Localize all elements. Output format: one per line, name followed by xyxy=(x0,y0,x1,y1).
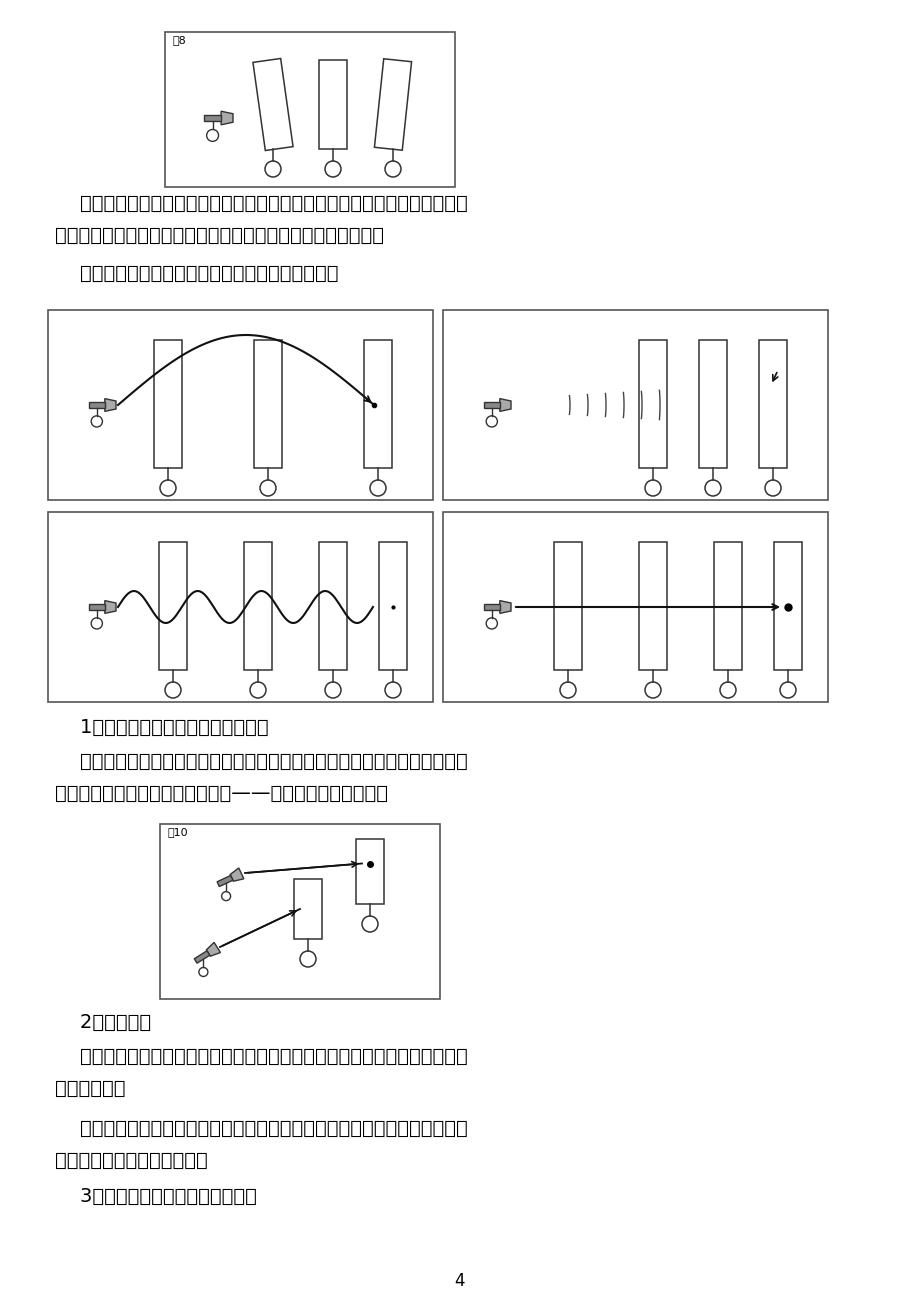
Bar xyxy=(204,115,221,121)
Polygon shape xyxy=(499,398,510,411)
Bar xyxy=(294,879,322,939)
Text: 2、学生质疑: 2、学生质疑 xyxy=(55,1013,151,1032)
Bar xyxy=(639,542,666,671)
Circle shape xyxy=(361,917,378,932)
Bar xyxy=(153,340,182,467)
Circle shape xyxy=(384,161,401,177)
Bar xyxy=(217,875,233,887)
Bar xyxy=(244,542,272,671)
Bar xyxy=(639,340,666,467)
Circle shape xyxy=(265,161,280,177)
Circle shape xyxy=(207,129,219,142)
Circle shape xyxy=(91,618,102,629)
Text: 3、再次进行实验，达成一致认识: 3、再次进行实验，达成一致认识 xyxy=(55,1187,256,1206)
Text: 图8: 图8 xyxy=(173,35,187,46)
Bar xyxy=(483,402,499,408)
Bar xyxy=(159,542,187,671)
Bar xyxy=(254,340,282,467)
Bar xyxy=(773,542,801,671)
Bar xyxy=(165,33,455,187)
Circle shape xyxy=(485,415,497,427)
Circle shape xyxy=(165,682,181,698)
Circle shape xyxy=(260,480,276,496)
Text: 有极少数同学质疑，因为他们的纸屏并没有对齐，白屏也接到了光斑。这是: 有极少数同学质疑，因为他们的纸屏并没有对齐，白屏也接到了光斑。这是 xyxy=(55,1047,467,1066)
Bar xyxy=(374,59,411,150)
Polygon shape xyxy=(221,111,233,125)
Circle shape xyxy=(384,682,401,698)
Circle shape xyxy=(199,967,208,976)
Text: 光才能达到白屏。大部分学生同意——光是沿着直线传播的。: 光才能达到白屏。大部分学生同意——光是沿着直线传播的。 xyxy=(55,784,388,803)
Bar xyxy=(48,310,433,500)
Bar xyxy=(443,512,827,702)
Polygon shape xyxy=(206,943,221,956)
Bar xyxy=(194,950,210,963)
Circle shape xyxy=(720,682,735,698)
Text: 图10: 图10 xyxy=(168,827,188,837)
Bar xyxy=(356,838,383,904)
Circle shape xyxy=(704,480,720,496)
Text: 着摆放的，它们是斜对着的。: 着摆放的，它们是斜对着的。 xyxy=(55,1151,208,1170)
Text: 经过讨论学生同意，如果光是沿着直线传播的，那么三个纸屏必须对齐，光: 经过讨论学生同意，如果光是沿着直线传播的，那么三个纸屏必须对齐，光 xyxy=(55,194,467,214)
Circle shape xyxy=(324,682,341,698)
Bar xyxy=(698,340,726,467)
Text: 才能达到白屏，而如果光以其它三种方式传播，纸屏不必对齐。: 才能达到白屏，而如果光以其它三种方式传播，纸屏不必对齐。 xyxy=(55,227,383,245)
Circle shape xyxy=(644,480,660,496)
Polygon shape xyxy=(105,398,116,411)
Circle shape xyxy=(369,480,386,496)
Polygon shape xyxy=(230,868,244,881)
Circle shape xyxy=(779,682,795,698)
Circle shape xyxy=(91,415,102,427)
Text: 4: 4 xyxy=(454,1272,465,1290)
Circle shape xyxy=(300,950,315,967)
Bar xyxy=(483,604,499,609)
Bar xyxy=(364,340,391,467)
Text: 怎么回事呢？: 怎么回事呢？ xyxy=(55,1079,125,1098)
Text: 请他们展示纸屏的排列方法，其他学生发现他们的纸屏是成一定的方向，斜: 请他们展示纸屏的排列方法，其他学生发现他们的纸屏是成一定的方向，斜 xyxy=(55,1118,467,1138)
Bar xyxy=(553,542,582,671)
Polygon shape xyxy=(105,600,116,613)
Bar xyxy=(379,542,406,671)
Circle shape xyxy=(250,682,266,698)
Text: 学生反复验证，发现只观察到第四种现象，就是必须把纸屏对齐，手电筒的: 学生反复验证，发现只观察到第四种现象，就是必须把纸屏对齐，手电筒的 xyxy=(55,753,467,771)
Circle shape xyxy=(765,480,780,496)
Text: 1、学生实验、观察和得到初步结论: 1、学生实验、观察和得到初步结论 xyxy=(55,717,268,737)
Bar xyxy=(160,824,439,999)
Bar xyxy=(319,60,346,148)
Circle shape xyxy=(644,682,660,698)
Bar xyxy=(758,340,786,467)
Bar xyxy=(713,542,742,671)
Circle shape xyxy=(560,682,575,698)
Circle shape xyxy=(324,161,341,177)
Bar xyxy=(48,512,433,702)
Text: （五）、学生实验、观察、讨论、质疑和得出结论: （五）、学生实验、观察、讨论、质疑和得出结论 xyxy=(55,264,338,283)
Bar xyxy=(253,59,293,151)
Circle shape xyxy=(485,618,497,629)
Bar xyxy=(89,604,105,609)
Bar xyxy=(319,542,346,671)
Bar xyxy=(89,402,105,408)
Circle shape xyxy=(160,480,176,496)
Polygon shape xyxy=(499,600,510,613)
Circle shape xyxy=(221,892,231,901)
Bar xyxy=(443,310,827,500)
